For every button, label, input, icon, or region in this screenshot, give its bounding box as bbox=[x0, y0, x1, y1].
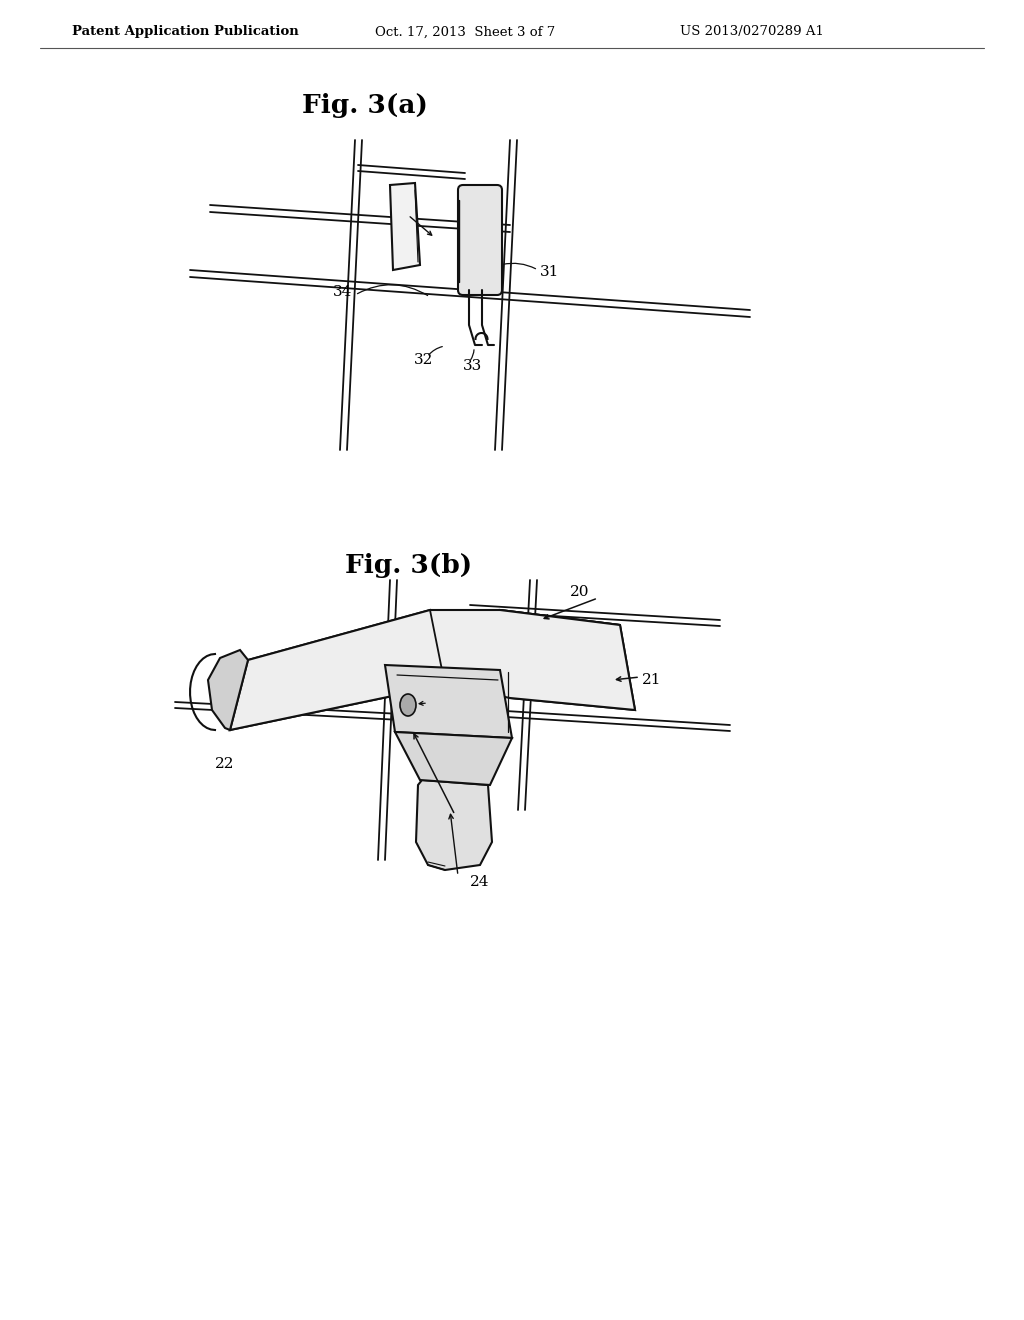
Polygon shape bbox=[230, 610, 445, 730]
Polygon shape bbox=[416, 780, 492, 870]
Polygon shape bbox=[500, 610, 635, 710]
Text: Oct. 17, 2013  Sheet 3 of 7: Oct. 17, 2013 Sheet 3 of 7 bbox=[375, 25, 555, 38]
Ellipse shape bbox=[400, 694, 416, 715]
Text: 21: 21 bbox=[642, 673, 662, 686]
FancyBboxPatch shape bbox=[458, 185, 502, 294]
Text: 31: 31 bbox=[540, 265, 559, 279]
Text: 20: 20 bbox=[570, 585, 590, 599]
Text: 22: 22 bbox=[215, 756, 234, 771]
Text: 33: 33 bbox=[463, 359, 482, 374]
Text: Patent Application Publication: Patent Application Publication bbox=[72, 25, 299, 38]
Polygon shape bbox=[208, 649, 248, 730]
Text: 30: 30 bbox=[432, 698, 452, 711]
Text: 32: 32 bbox=[414, 352, 433, 367]
Text: 24: 24 bbox=[470, 875, 489, 888]
Polygon shape bbox=[230, 610, 635, 730]
Text: 34: 34 bbox=[333, 285, 352, 300]
Polygon shape bbox=[395, 733, 512, 785]
Polygon shape bbox=[390, 183, 420, 271]
Polygon shape bbox=[385, 665, 512, 738]
Text: Fig. 3(b): Fig. 3(b) bbox=[345, 553, 472, 578]
Text: US 2013/0270289 A1: US 2013/0270289 A1 bbox=[680, 25, 824, 38]
Text: Fig. 3(a): Fig. 3(a) bbox=[302, 92, 428, 117]
